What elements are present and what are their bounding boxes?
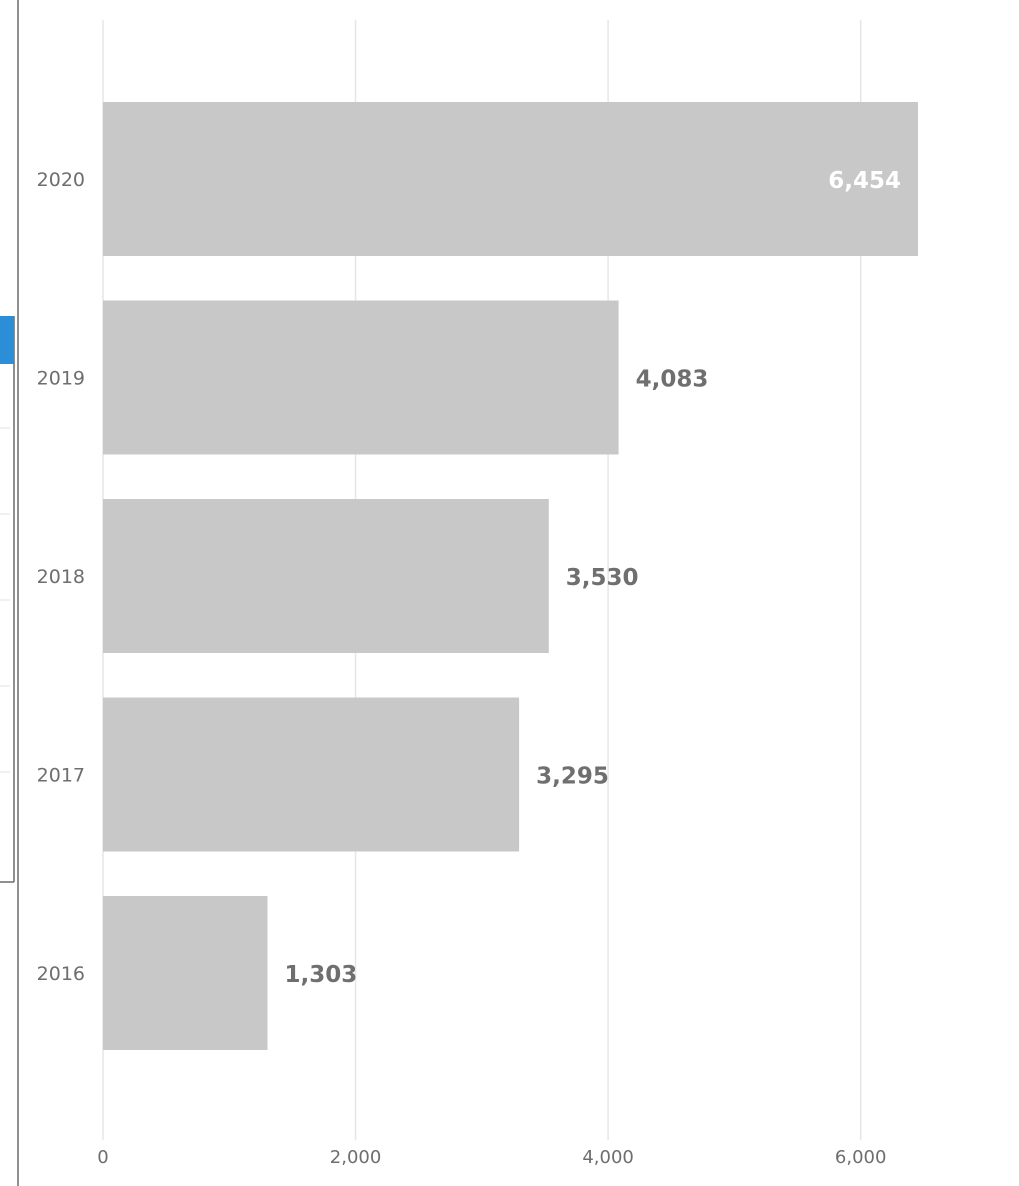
- data-label: 3,530: [566, 565, 639, 591]
- category-label: 2017: [37, 765, 85, 787]
- x-tick-label: 2,000: [330, 1147, 382, 1168]
- category-label: 2018: [37, 566, 85, 588]
- x-tick-label: 6,000: [835, 1147, 887, 1168]
- data-label: 3,295: [536, 764, 609, 790]
- accent-tab[interactable]: [0, 316, 14, 364]
- bar-2019[interactable]: [103, 300, 619, 455]
- data-label: 1,303: [285, 962, 358, 988]
- category-axis: 2020 2019 2018 2017 2016: [37, 169, 85, 985]
- value-axis: 0 2,000 4,000 6,000: [97, 1147, 886, 1168]
- category-label: 2020: [37, 169, 85, 191]
- x-tick-label: 0: [97, 1147, 108, 1168]
- data-label: 4,083: [636, 367, 709, 393]
- category-label: 2016: [37, 963, 85, 985]
- bar-2020[interactable]: [103, 102, 918, 256]
- bars: [103, 102, 918, 1050]
- data-labels: 6,454 4,083 3,530 3,295 1,303: [285, 168, 901, 988]
- data-label: 6,454: [828, 168, 901, 194]
- bar-2018[interactable]: [103, 499, 549, 653]
- bar-2016[interactable]: [103, 896, 268, 1050]
- bar-2017[interactable]: [103, 697, 520, 852]
- x-tick-label: 4,000: [582, 1147, 634, 1168]
- category-label: 2019: [37, 368, 85, 390]
- left-panel-frame: [0, 0, 19, 1186]
